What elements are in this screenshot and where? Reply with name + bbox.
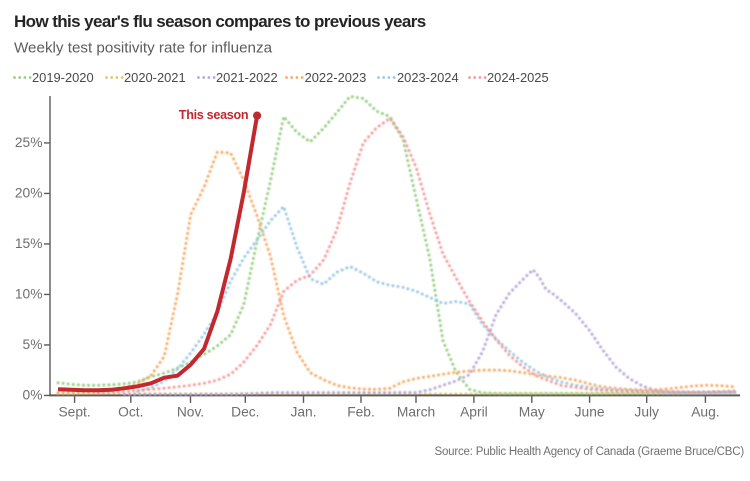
svg-text:March: March bbox=[397, 405, 435, 420]
svg-text:Sept.: Sept. bbox=[58, 405, 90, 420]
svg-text:15%: 15% bbox=[15, 236, 43, 251]
svg-text:June: June bbox=[575, 405, 605, 420]
svg-text:Feb.: Feb. bbox=[347, 405, 375, 420]
svg-text:Weekly test positivity rate fo: Weekly test positivity rate for influenz… bbox=[14, 39, 273, 56]
svg-text:5%: 5% bbox=[23, 337, 43, 352]
svg-text:May: May bbox=[519, 405, 545, 420]
svg-text:0%: 0% bbox=[23, 388, 43, 403]
svg-text:Source: Public Health Agency o: Source: Public Health Agency of Canada (… bbox=[435, 446, 745, 458]
svg-text:How this year's flu season com: How this year's flu season compares to p… bbox=[14, 12, 426, 31]
svg-text:Jan.: Jan. bbox=[290, 405, 316, 420]
svg-text:2020-2021: 2020-2021 bbox=[124, 70, 186, 85]
svg-text:20%: 20% bbox=[15, 186, 43, 201]
svg-text:Dec.: Dec. bbox=[231, 405, 259, 420]
svg-text:Oct.: Oct. bbox=[118, 405, 143, 420]
svg-text:2022-2023: 2022-2023 bbox=[305, 70, 367, 85]
svg-text:25%: 25% bbox=[15, 135, 43, 150]
svg-text:Nov.: Nov. bbox=[177, 405, 204, 420]
svg-text:2024-2025: 2024-2025 bbox=[487, 70, 549, 85]
svg-text:2021-2022: 2021-2022 bbox=[216, 70, 278, 85]
svg-text:10%: 10% bbox=[15, 287, 43, 302]
svg-text:July: July bbox=[634, 405, 659, 420]
svg-text:2023-2024: 2023-2024 bbox=[397, 70, 459, 85]
svg-text:2019-2020: 2019-2020 bbox=[32, 70, 94, 85]
svg-text:April: April bbox=[460, 405, 488, 420]
svg-text:This season: This season bbox=[179, 108, 249, 122]
svg-text:Aug.: Aug. bbox=[691, 405, 719, 420]
